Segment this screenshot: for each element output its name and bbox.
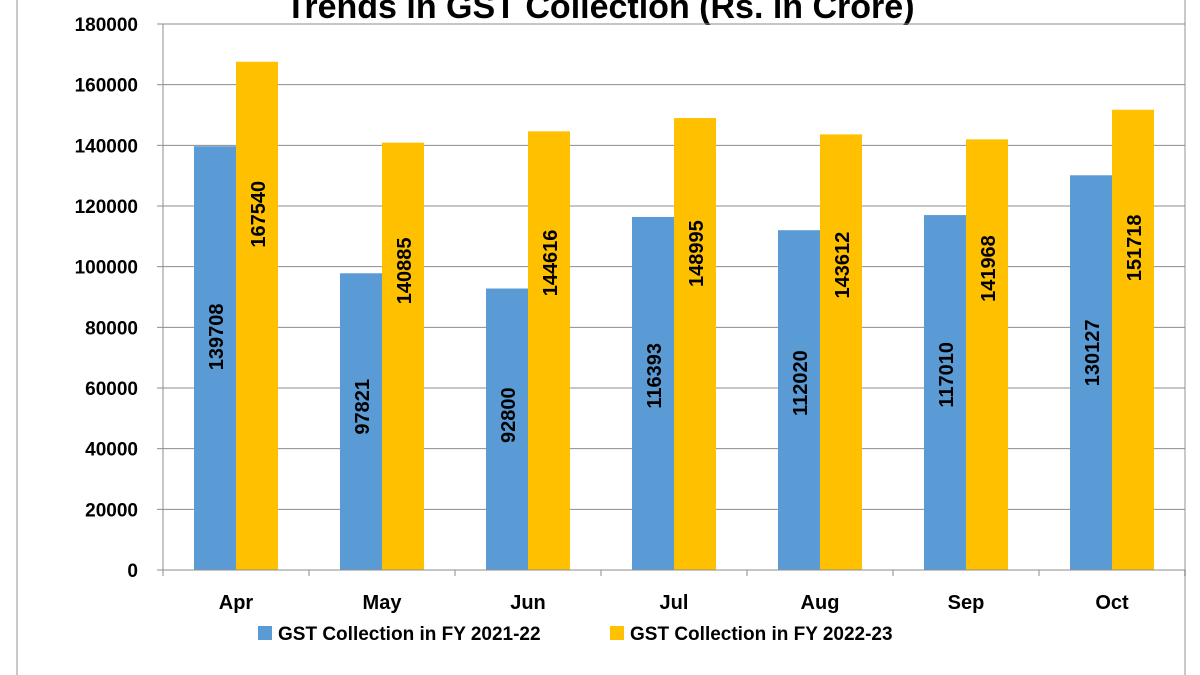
data-label: 144616 — [540, 230, 562, 297]
legend-label: GST Collection in FY 2022-23 — [630, 624, 893, 645]
x-tick-label: Jun — [510, 592, 546, 614]
data-label: 97821 — [352, 379, 374, 435]
y-tick-label: 20000 — [85, 500, 138, 521]
bar-fy2022-23 — [236, 61, 278, 570]
chart-title: Trends in GST Collection (Rs. in Crore) — [285, 0, 914, 26]
data-label: 143612 — [832, 232, 854, 299]
data-label: 116393 — [644, 343, 666, 409]
legend-label: GST Collection in FY 2021-22 — [278, 624, 541, 645]
bar-fy2022-23 — [528, 131, 570, 570]
legend-swatch — [258, 626, 272, 640]
bar-fy2022-23 — [1112, 109, 1154, 571]
x-tick-label: Sep — [948, 592, 985, 614]
y-tick-label: 120000 — [75, 197, 138, 218]
bar-fy2021-22 — [778, 230, 820, 570]
x-axis: Apr May Jun Jul Aug Sep Oct — [163, 569, 1186, 614]
data-label: 148995 — [686, 220, 708, 287]
x-tick-label: Jul — [660, 592, 689, 614]
data-label: 167540 — [248, 181, 270, 248]
bars: 139708 167540 97821 140885 92800 144616 116393… — [194, 61, 1154, 571]
data-label: 139708 — [206, 304, 228, 371]
x-tick-label: Aug — [801, 592, 840, 614]
bar-fy2022-23 — [674, 118, 716, 571]
y-tick-label: 160000 — [75, 76, 138, 97]
data-label: 112020 — [790, 350, 812, 416]
x-tick-label: May — [363, 592, 403, 614]
bar-fy2021-22 — [340, 273, 382, 570]
bar-fy2021-22 — [632, 216, 674, 571]
bar-fy2021-22 — [924, 215, 966, 570]
y-tick-label: 60000 — [85, 379, 138, 400]
y-tick-label: 0 — [127, 561, 138, 582]
y-tick-label: 80000 — [85, 318, 138, 339]
data-label: 130127 — [1082, 320, 1104, 387]
data-label: 92800 — [498, 387, 520, 443]
bar-fy2021-22 — [1070, 175, 1112, 570]
y-tick-label: 100000 — [75, 258, 138, 279]
x-tick-label: Apr — [219, 592, 254, 614]
bar-fy2022-23 — [382, 142, 424, 570]
data-label: 151718 — [1124, 214, 1146, 281]
legend: GST Collection in FY 2021-22 GST Collecti… — [258, 624, 893, 645]
data-label: 117010 — [936, 342, 958, 408]
bar-fy2021-22 — [194, 146, 236, 571]
x-tick-label: Oct — [1095, 592, 1129, 614]
data-label: 140885 — [394, 237, 416, 304]
bar-fy2022-23 — [820, 134, 862, 570]
data-label: 141968 — [978, 235, 1000, 302]
legend-swatch — [610, 626, 624, 640]
y-tick-label: 180000 — [75, 15, 138, 36]
chart-frame — [16, 0, 1186, 675]
y-axis: 0 20000 40000 60000 80000 100000 120000 140000 1… — [75, 15, 164, 582]
y-tick-label: 140000 — [75, 136, 138, 157]
y-tick-label: 40000 — [85, 440, 138, 461]
bar-fy2021-22 — [486, 288, 528, 570]
bar-fy2022-23 — [966, 139, 1008, 570]
